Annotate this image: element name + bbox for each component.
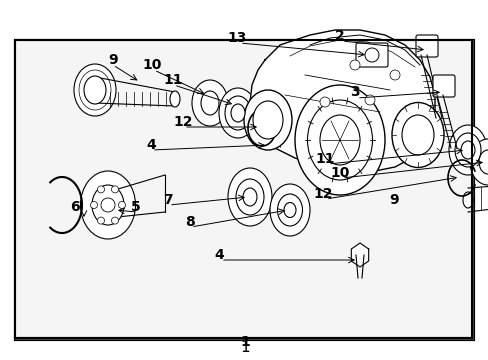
Ellipse shape: [469, 139, 488, 185]
Ellipse shape: [448, 125, 486, 175]
Ellipse shape: [92, 185, 124, 225]
Ellipse shape: [269, 184, 309, 236]
FancyBboxPatch shape: [432, 75, 454, 97]
Ellipse shape: [236, 179, 264, 215]
Ellipse shape: [462, 192, 472, 208]
Ellipse shape: [478, 150, 488, 174]
Ellipse shape: [460, 141, 474, 159]
Text: 1: 1: [240, 341, 249, 356]
Text: 8: 8: [185, 215, 195, 229]
Text: 9: 9: [388, 193, 398, 207]
Ellipse shape: [252, 101, 283, 139]
Ellipse shape: [219, 88, 257, 138]
Ellipse shape: [294, 85, 384, 195]
Ellipse shape: [192, 80, 227, 126]
Text: 13: 13: [227, 31, 246, 45]
Ellipse shape: [243, 188, 257, 206]
Text: 5: 5: [131, 200, 141, 214]
Text: 10: 10: [329, 166, 349, 180]
Text: 1: 1: [240, 335, 249, 349]
Ellipse shape: [244, 90, 291, 150]
Bar: [15, 40, 473, 340]
Text: 7: 7: [163, 193, 172, 207]
Text: 2: 2: [334, 29, 344, 43]
Text: 11: 11: [163, 73, 183, 87]
Circle shape: [118, 202, 125, 208]
Text: 4: 4: [214, 248, 224, 262]
Ellipse shape: [284, 202, 295, 217]
Ellipse shape: [224, 96, 250, 130]
Text: 12: 12: [173, 115, 192, 129]
Text: 9: 9: [108, 53, 118, 67]
Circle shape: [319, 97, 329, 107]
Circle shape: [101, 198, 115, 212]
Ellipse shape: [201, 91, 219, 115]
Ellipse shape: [454, 133, 480, 167]
Ellipse shape: [227, 168, 271, 226]
Circle shape: [364, 48, 378, 62]
Ellipse shape: [170, 91, 180, 107]
Circle shape: [364, 95, 374, 105]
Bar: [15, 40, 473, 340]
Bar: [15, 40, 473, 340]
FancyBboxPatch shape: [355, 43, 387, 67]
Ellipse shape: [84, 76, 106, 104]
Ellipse shape: [307, 100, 372, 180]
Polygon shape: [249, 30, 434, 172]
Text: 12: 12: [313, 187, 332, 201]
Circle shape: [111, 217, 118, 224]
Circle shape: [97, 217, 104, 224]
Circle shape: [90, 202, 97, 208]
Circle shape: [349, 60, 359, 70]
Bar: [15, 40, 471, 338]
Text: 4: 4: [146, 138, 156, 152]
FancyBboxPatch shape: [415, 35, 437, 57]
Circle shape: [97, 186, 104, 193]
Polygon shape: [350, 243, 368, 267]
Ellipse shape: [319, 115, 359, 165]
Circle shape: [389, 70, 399, 80]
Ellipse shape: [401, 115, 433, 155]
Ellipse shape: [81, 171, 135, 239]
Text: 6: 6: [70, 200, 80, 214]
Circle shape: [111, 186, 118, 193]
Text: 3: 3: [349, 85, 359, 99]
FancyBboxPatch shape: [266, 134, 285, 148]
Text: 10: 10: [142, 58, 162, 72]
Ellipse shape: [74, 64, 116, 116]
Ellipse shape: [391, 103, 443, 167]
Text: 11: 11: [315, 152, 334, 166]
Ellipse shape: [230, 104, 244, 122]
Ellipse shape: [277, 194, 302, 226]
